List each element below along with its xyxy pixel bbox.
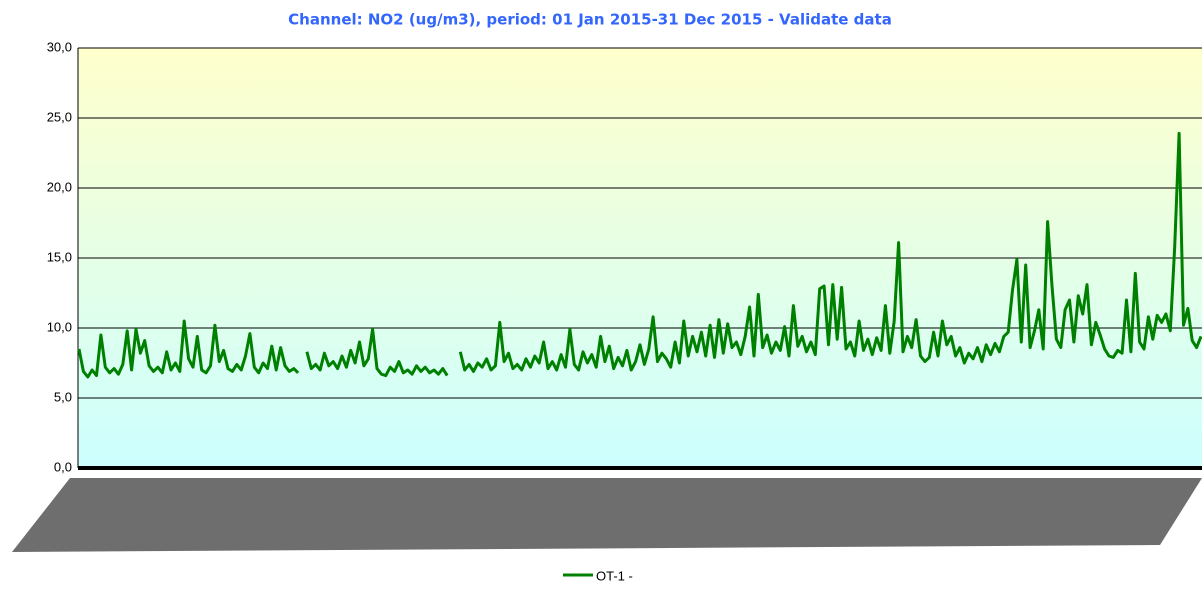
legend-label: OT-1 -: [596, 568, 633, 583]
chart-title: Channel: NO2 (ug/m3), period: 01 Jan 201…: [288, 11, 892, 29]
y-tick-label: 0,0: [54, 459, 72, 474]
y-tick-label: 5,0: [54, 389, 72, 404]
x-label-band: [12, 478, 1202, 552]
y-tick-label: 25,0: [47, 109, 72, 124]
y-tick-label: 15,0: [47, 249, 72, 264]
y-tick-label: 30,0: [47, 39, 72, 54]
y-tick-label: 10,0: [47, 319, 72, 334]
y-tick-label: 20,0: [47, 179, 72, 194]
data-line: [77, 131, 1202, 379]
